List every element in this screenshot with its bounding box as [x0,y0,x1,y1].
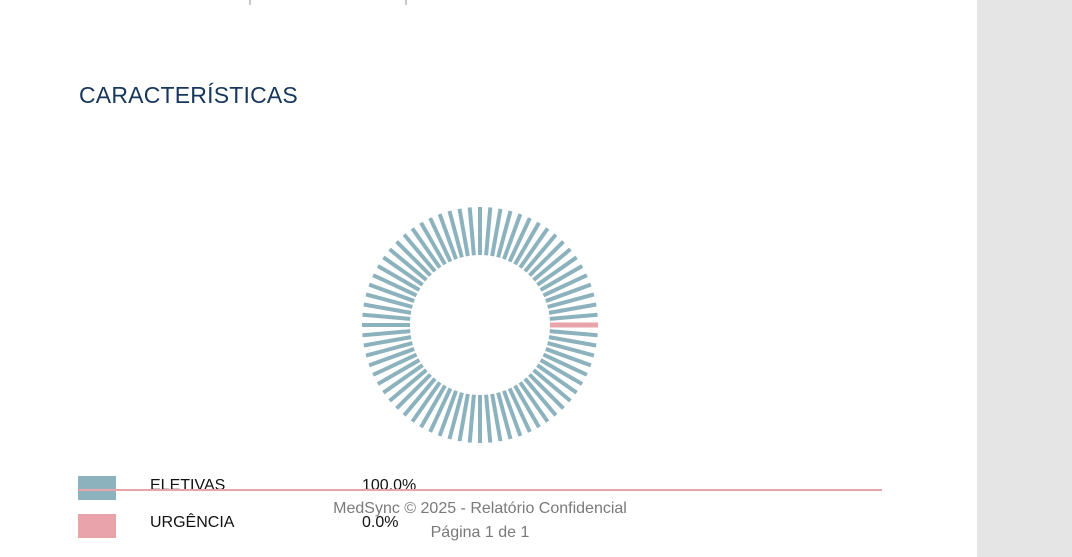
donut-slice-stripe-eletivas [549,329,598,338]
donut-slice-stripe-eletivas [507,387,532,433]
donut-slice-stripe-eletivas [490,393,503,442]
donut-slice-stripe-eletivas [362,329,411,338]
footer-copyright: MedSync © 2025 - Relatório Confidencial [333,500,627,517]
donut-slice-stripe-eletivas [548,302,597,315]
donut-slice-stripe-eletivas [539,358,584,386]
donut-slice-stripe-eletivas [368,347,415,368]
donut-slice-stripe-eletivas [502,390,523,437]
footer-page-number: Página 1 de 1 [430,524,530,541]
donut-slice-stripe-eletivas [545,347,592,368]
donut-slice-stripe-eletivas [447,210,464,258]
donut-slice-stripe-eletivas [457,208,470,257]
donut-slice-stripe-eletivas [536,363,578,395]
legend-value-urgencia: 0.0% [362,514,399,531]
donut-slice-stripe-eletivas [376,264,421,292]
donut-slice-stripe-eletivas [402,377,437,417]
donut-slice-stripe-eletivas [437,390,458,437]
donut-slice-stripe-eletivas [372,273,418,298]
donut-slice-stripe-eletivas [528,373,565,410]
donut-slice-stripe-eletivas [513,221,541,266]
donut-slice-stripe-eletivas [365,292,413,309]
donut-slice-stripe-eletivas [368,282,415,303]
donut-slice-stripe-eletivas [528,240,565,277]
donut-slice-stripe-eletivas [447,392,464,440]
donut-slice-stripe-eletivas [542,352,588,377]
donut-slice-stripe-eletivas [467,207,476,256]
donut-slice-stripe-eletivas [428,217,453,263]
donut-slice-stripe-eletivas [362,312,411,321]
viewer-side-panel [977,0,1072,557]
donut-slice-stripe-eletivas [376,358,421,386]
donut-slice-stripe-eletivas [437,213,458,260]
donut-slice-stripe-eletivas [523,233,558,273]
section-title: CARACTERÍSTICAS [79,82,298,108]
donut-slice-stripe-eletivas [419,221,447,266]
donut-slice-stripe-eletivas [532,247,572,282]
donut-slice-stripe-eletivas [365,341,413,358]
donut-slice-stripe-eletivas [410,227,442,269]
donut-slice-stripe-eletivas [507,217,532,263]
donut-slice-stripe-eletivas [467,394,476,443]
legend-label-eletivas: ELETIVAS [150,477,226,494]
donut-slice-stripe-eletivas [545,282,592,303]
donut-slice-stripe-eletivas [547,341,595,358]
previous-content-mark [405,0,407,5]
legend-value-eletivas: 100.0% [362,477,417,494]
donut-slice-stripe-eletivas [523,377,558,417]
donut-slice-stripe-eletivas [539,264,584,292]
legend-swatch-urgencia [78,514,116,538]
footer-divider [78,489,882,491]
donut-slice-stripe-eletivas [542,273,588,298]
donut-slice-stripe-eletivas [395,373,432,410]
report-page: CARACTERÍSTICAS ELETIVAS 100.0% URGÊNCIA… [78,0,882,541]
donut-slice-stripe-eletivas [532,368,572,403]
donut-chart [362,207,598,443]
donut-slice-stripe-eletivas [536,255,578,287]
donut-slice-stripe-eletivas [388,368,428,403]
donut-slice-stripe-eletivas [363,335,412,348]
donut-slice-stripe-eletivas [490,208,503,257]
donut-slice-stripe-eletivas [496,210,513,258]
donut-slice-stripe-eletivas [518,227,550,269]
donut-slice-stripe-eletivas [410,381,442,423]
donut-slice-stripe-eletivas [484,207,493,256]
donut-slice-stripe-eletivas [363,302,412,315]
previous-content-mark [249,0,251,5]
donut-slice-stripe-eletivas [549,312,598,321]
donut-slice-stripe-eletivas [402,233,437,273]
donut-slice-stripe-eletivas [457,393,470,442]
donut-slice-stripe-eletivas [382,363,424,395]
donut-slice-stripe-eletivas [382,255,424,287]
donut-slice-stripe-eletivas [547,292,595,309]
donut-slice-stripe-eletivas [388,247,428,282]
donut-slice-stripe-eletivas [513,384,541,429]
donut-slice-stripe-eletivas [496,392,513,440]
donut-slice-stripe-eletivas [484,394,493,443]
legend-label-urgencia: URGÊNCIA [150,514,235,531]
legend-swatch-eletivas [78,476,116,500]
donut-slice-stripe-eletivas [518,381,550,423]
donut-slice-stripe-eletivas [548,335,597,348]
donut-slice-stripe-eletivas [395,240,432,277]
donut-slice-stripe-eletivas [428,387,453,433]
donut-slice-stripe-eletivas [502,213,523,260]
donut-slice-stripe-eletivas [372,352,418,377]
donut-slice-stripe-eletivas [419,384,447,429]
